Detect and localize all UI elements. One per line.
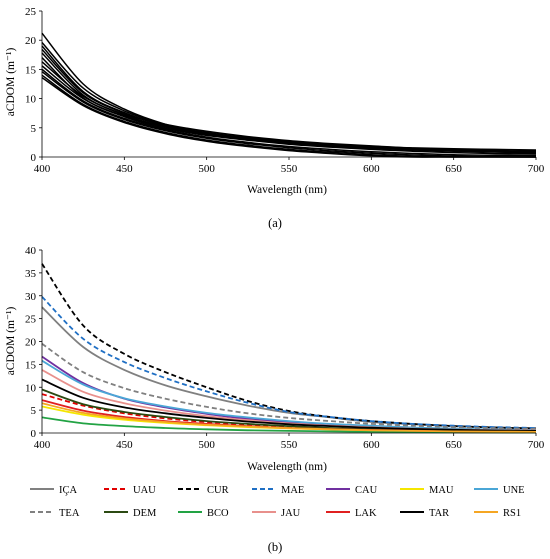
panel-b-series-group [41,263,537,434]
panel-a-x-tick-label: 600 [363,163,380,175]
panel-a-x-tick-label: 550 [281,163,298,175]
panel-a-series-3 [41,45,537,153]
panel-a-y-tick-label: 25 [25,6,37,18]
panel-a-x-axis-label: Wavelength (nm) [247,184,327,196]
panel-b-caption: (b) [268,540,283,554]
legend-label: BCO [207,508,229,519]
panel-b-x-tick-label: 500 [198,439,215,451]
panel-a: 0 5 10 15 20 25 400 450 500 550 600 650 700 aCDOM (m… [5,6,545,230]
legend-item-rs1: RS1 [474,508,521,519]
panel-a-y-tick-label: 20 [25,35,37,47]
panel-b-series-rs1 [41,402,537,433]
panel-a-x-tick-label: 400 [34,163,51,175]
panel-b-series-mae [41,296,537,429]
legend-item-iça: IÇA [30,485,78,496]
legend-label: LAK [355,508,377,519]
panel-b-y-tick-label: 25 [25,314,37,326]
panel-a-series-2 [41,41,537,153]
legend-item-lak: LAK [326,508,377,519]
panel-b-x-tick-label: 650 [445,439,462,451]
panel-a-series-group [41,32,537,158]
panel-a-series-7 [41,61,537,155]
panel-b-series-cur [41,263,537,430]
legend-item-tar: TAR [400,508,449,519]
legend-item-mau: MAU [400,485,454,496]
panel-b-y-tick-label: 20 [25,337,37,349]
panel-b-y-tick-label: 0 [31,428,37,440]
legend-item-jau: JAU [252,508,301,519]
legend-label: CUR [207,485,229,496]
legend-item-cau: CAU [326,485,378,496]
panel-b-y-tick-label: 5 [31,405,37,417]
panel-b-x-tick-label: 550 [281,439,298,451]
panel-b: 0 5 10 15 20 25 30 35 40 400 450 500 550 600 650 700 aC… [5,245,545,554]
panel-a-x-tick-label: 700 [528,163,545,175]
panel-b-x-tick-label: 400 [34,439,51,451]
legend-label: IÇA [59,485,78,496]
legend-label: CAU [355,485,378,496]
legend-item-uau: UAU [104,485,156,496]
legend-item-mae: MAE [252,485,304,496]
panel-a-series-5 [41,52,537,154]
legend-label: MAE [281,485,304,496]
panel-b-series-tar [41,378,537,432]
panel-a-series-10 [41,71,537,158]
panel-b-legend: IÇA UAU CUR MAE CAU MAU UNE TEA DEM BCO JAU LAK TAR R… [30,485,525,519]
panel-a-series-4 [41,48,537,152]
panel-a-y-tick-label: 15 [25,64,37,76]
panel-a-y-tick-label: 5 [31,123,37,135]
panel-b-y-tick-label: 15 [25,359,37,371]
panel-b-x-tick-label: 700 [528,439,545,451]
legend-item-cur: CUR [178,485,229,496]
legend-item-une: UNE [474,485,525,496]
panel-b-series-une [41,359,537,432]
panel-b-y-tick-label: 35 [25,268,37,280]
panel-a-x-tick-label: 450 [116,163,133,175]
panel-a-series-1 [41,32,537,151]
panel-b-x-tick-label: 450 [116,439,133,451]
panel-a-y-axis-label: aCDOM (m⁻¹) [5,48,17,117]
legend-label: UAU [133,485,156,496]
legend-label: UNE [503,485,525,496]
panel-a-y-tick-label: 10 [25,94,37,106]
legend-label: JAU [281,508,301,519]
legend-item-tea: TEA [30,508,80,519]
panel-a-x-tick-label: 500 [198,163,215,175]
panel-a-series-8 [41,65,537,155]
panel-b-y-tick-label: 30 [25,291,37,303]
panel-b-series-tea [41,343,537,430]
panel-b-x-tick-label: 600 [363,439,380,451]
legend-label: MAU [429,485,454,496]
panel-b-x-axis-label: Wavelength (nm) [247,461,327,473]
panel-a-axes: 0 5 10 15 20 25 400 450 500 550 600 650 700 [25,6,545,175]
legend-label: RS1 [503,508,521,519]
panel-a-series-9 [41,68,537,157]
legend-label: TEA [59,508,80,519]
panel-a-caption: (a) [268,216,282,230]
panel-a-y-tick-label: 0 [31,152,37,164]
panel-b-y-tick-label: 40 [25,245,37,257]
legend-item-bco: BCO [178,508,229,519]
panel-a-x-tick-label: 650 [445,163,462,175]
legend-label: DEM [133,508,157,519]
legend-label: TAR [429,508,449,519]
legend-item-dem: DEM [104,508,157,519]
panel-b-y-axis-label: aCDOM (m⁻¹) [5,307,17,376]
panel-b-y-tick-label: 10 [25,382,37,394]
panel-b-axes: 0 5 10 15 20 25 30 35 40 400 450 500 550 600 650 700 [25,245,545,451]
